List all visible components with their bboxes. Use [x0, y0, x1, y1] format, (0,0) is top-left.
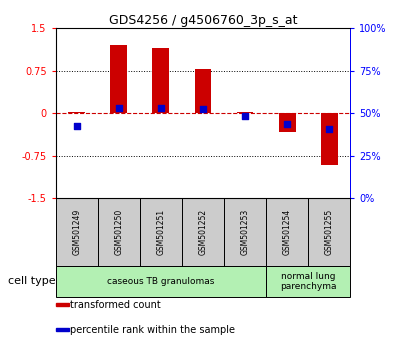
- Point: [74, 123, 80, 129]
- Point: [200, 106, 206, 112]
- Bar: [266, 266, 350, 297]
- Text: GSM501253: GSM501253: [240, 209, 250, 255]
- Text: percentile rank within the sample: percentile rank within the sample: [70, 325, 235, 335]
- Bar: [56, 328, 69, 331]
- Text: cell type: cell type: [8, 276, 56, 286]
- Bar: [140, 198, 182, 266]
- Title: GDS4256 / g4506760_3p_s_at: GDS4256 / g4506760_3p_s_at: [109, 14, 297, 27]
- Point: [326, 126, 332, 132]
- Bar: [56, 303, 69, 306]
- Text: GSM501250: GSM501250: [114, 209, 123, 255]
- Text: GSM501251: GSM501251: [156, 209, 166, 255]
- Bar: [237, 112, 254, 113]
- Bar: [110, 45, 127, 113]
- Text: GSM501255: GSM501255: [325, 209, 334, 255]
- Text: GSM501249: GSM501249: [72, 209, 81, 255]
- Bar: [321, 113, 338, 165]
- Text: transformed count: transformed count: [70, 300, 161, 310]
- Text: normal lung
parenchyma: normal lung parenchyma: [280, 272, 336, 291]
- Bar: [224, 198, 266, 266]
- Bar: [279, 113, 296, 132]
- Bar: [308, 198, 350, 266]
- Text: GSM501254: GSM501254: [283, 209, 292, 255]
- Text: caseous TB granulomas: caseous TB granulomas: [107, 277, 215, 286]
- Text: GSM501252: GSM501252: [199, 209, 207, 255]
- Bar: [68, 112, 85, 113]
- Bar: [195, 69, 211, 113]
- Bar: [98, 198, 140, 266]
- Bar: [266, 198, 308, 266]
- Point: [158, 105, 164, 110]
- Point: [242, 113, 248, 118]
- Bar: [152, 48, 169, 113]
- Bar: [56, 266, 266, 297]
- Point: [116, 105, 122, 110]
- Bar: [182, 198, 224, 266]
- Point: [284, 121, 290, 127]
- Bar: [56, 198, 98, 266]
